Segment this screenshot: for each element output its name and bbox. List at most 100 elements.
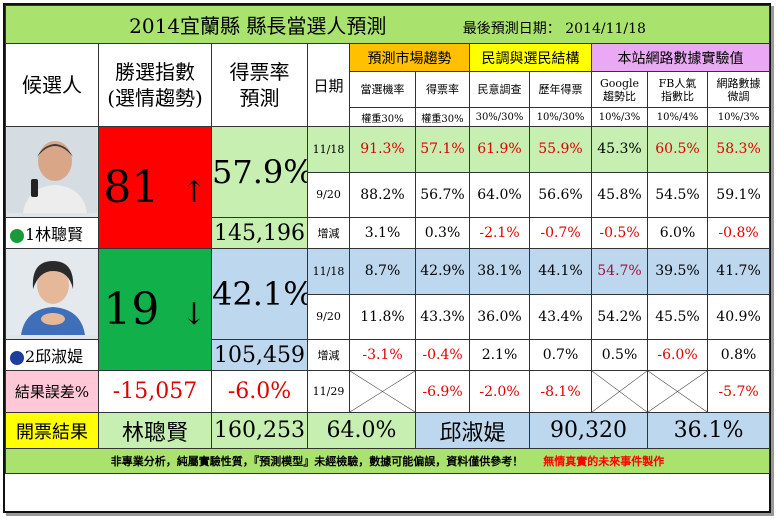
- row-date: 11/18: [307, 126, 350, 173]
- result-loser: 邱淑媞: [415, 412, 530, 449]
- group-web-header: 本站網路數據實驗值: [590, 43, 771, 72]
- predicted-votes-2: 105,459: [211, 339, 308, 371]
- weight-label: 10%/3%: [591, 107, 648, 127]
- data-cell: 41.7%: [706, 248, 771, 295]
- row-date: 9/20: [307, 293, 350, 340]
- data-cell: 0.8%: [706, 339, 771, 371]
- error-votes-diff: -15,057: [98, 370, 212, 413]
- arrow-down-icon: ↓: [181, 297, 207, 332]
- data-cell: 60.5%: [647, 126, 708, 173]
- candidate-photo-2: [5, 248, 99, 340]
- data-cell: -8.1%: [529, 370, 592, 413]
- data-cell: 0.7%: [529, 339, 592, 371]
- dpp-icon: [10, 228, 24, 243]
- sub-header: 得票率: [415, 71, 470, 108]
- row-date: 增減: [307, 217, 350, 249]
- row-date: 11/29: [307, 370, 350, 413]
- data-cell: 57.1%: [415, 126, 470, 173]
- arrow-up-icon: ↑: [181, 175, 207, 210]
- data-cell: 64.0%: [469, 171, 530, 218]
- empty-cell: [647, 370, 708, 413]
- vote-rate-1: 57.9%: [211, 126, 308, 218]
- candidate-name-text: 1林聰賢: [25, 225, 84, 244]
- weight-label: 10%/30%: [529, 107, 592, 127]
- result-loser-rate: 36.1%: [646, 412, 771, 449]
- empty-cell: [349, 370, 416, 413]
- sub-header: Google 趨勢比: [591, 71, 648, 108]
- sub-header: 當選機率: [349, 71, 416, 108]
- footer: 非專業分析，純屬實驗性質，『預測模型』未經檢驗，數據可能偏誤，資料僅供參考！ 無情…: [4, 448, 771, 474]
- data-cell: 88.2%: [349, 171, 416, 218]
- data-cell: 45.5%: [647, 293, 708, 340]
- disclaimer: 非專業分析，純屬實驗性質，『預測模型』未經檢驗，數據可能偏誤，資料僅供參考！: [110, 455, 524, 468]
- weight-label: 10%/4%: [647, 107, 708, 127]
- weight-label: 10%/3%: [706, 107, 771, 127]
- weight-label: 權重30%: [415, 107, 470, 127]
- data-cell: 38.1%: [469, 248, 530, 295]
- page-title: 2014宜蘭縣 縣長當選人預測: [129, 14, 387, 38]
- error-label: 結果誤差%: [5, 370, 99, 413]
- data-cell: 2.1%: [469, 339, 530, 371]
- data-cell: 54.7%: [591, 248, 648, 295]
- data-cell: 11.8%: [349, 293, 416, 340]
- group-market-header: 預測市場趨勢: [349, 43, 470, 72]
- data-cell: -2.1%: [469, 217, 530, 249]
- group-poll-header: 民調與選民結構: [469, 43, 592, 72]
- data-cell: -5.7%: [706, 370, 771, 413]
- sub-header: 民意調查: [469, 71, 530, 108]
- result-label: 開票結果: [5, 412, 99, 449]
- row-date: 11/18: [307, 248, 350, 295]
- error-rate-diff: -6.0%: [211, 370, 308, 413]
- data-cell: 55.9%: [529, 126, 592, 173]
- data-cell: 43.4%: [529, 293, 592, 340]
- result-winner-votes: 160,253: [211, 412, 308, 449]
- data-cell: -0.5%: [591, 217, 648, 249]
- data-cell: 56.7%: [415, 171, 470, 218]
- kmt-icon: [10, 350, 24, 365]
- last-date-label: 最後預測日期： 2014/11/18: [462, 21, 646, 37]
- data-cell: 58.3%: [706, 126, 771, 173]
- empty-cell: [591, 370, 648, 413]
- predicted-votes-1: 145,196: [211, 217, 308, 249]
- data-cell: -6.9%: [415, 370, 470, 413]
- date-header: 日期: [307, 43, 350, 127]
- data-cell: 6.0%: [647, 217, 708, 249]
- weight-label: 30%/30%: [469, 107, 530, 127]
- person-icon: [7, 127, 97, 213]
- win-index-1: 81 ↑: [98, 126, 212, 249]
- win-index-2: 19 ↓: [98, 248, 212, 371]
- row-date: 增減: [307, 339, 350, 371]
- candidate-photo-1: [5, 126, 99, 218]
- data-cell: -0.7%: [529, 217, 592, 249]
- row-date: 9/20: [307, 171, 350, 218]
- data-cell: -3.1%: [349, 339, 416, 371]
- data-cell: 91.3%: [349, 126, 416, 173]
- data-cell: 40.9%: [706, 293, 771, 340]
- data-cell: 36.0%: [469, 293, 530, 340]
- data-cell: 44.1%: [529, 248, 592, 295]
- credit: 無情真實的未來事件製作: [543, 455, 665, 468]
- candidate-header: 候選人: [5, 43, 99, 127]
- result-winner: 林聰賢: [98, 412, 212, 449]
- data-cell: 56.6%: [529, 171, 592, 218]
- win-index-header: 勝選指數 (選情趨勢): [98, 43, 212, 127]
- data-cell: 0.5%: [591, 339, 648, 371]
- data-cell: 59.1%: [706, 171, 771, 218]
- data-cell: 61.9%: [469, 126, 530, 173]
- data-cell: -2.0%: [469, 370, 530, 413]
- sub-header: 網路數據 微調: [706, 71, 771, 108]
- result-winner-rate: 64.0%: [307, 412, 416, 449]
- data-cell: 54.2%: [591, 293, 648, 340]
- weight-label: 權重30%: [349, 107, 416, 127]
- candidate-name-text: 2邱淑媞: [25, 347, 84, 366]
- win-index-value: 19: [103, 284, 160, 335]
- candidate-name-2: 2邱淑媞: [5, 339, 99, 371]
- person-icon: [7, 249, 97, 335]
- data-cell: 43.3%: [415, 293, 470, 340]
- sub-header: FB人氣 指數比: [647, 71, 708, 108]
- data-cell: -0.8%: [706, 217, 771, 249]
- title-bar: 2014宜蘭縣 縣長當選人預測 最後預測日期： 2014/11/18: [4, 5, 771, 44]
- vote-rate-header: 得票率 預測: [211, 43, 308, 127]
- prediction-table: 2014宜蘭縣 縣長當選人預測 最後預測日期： 2014/11/18 候選人 勝…: [4, 5, 771, 474]
- result-loser-votes: 90,320: [529, 412, 648, 449]
